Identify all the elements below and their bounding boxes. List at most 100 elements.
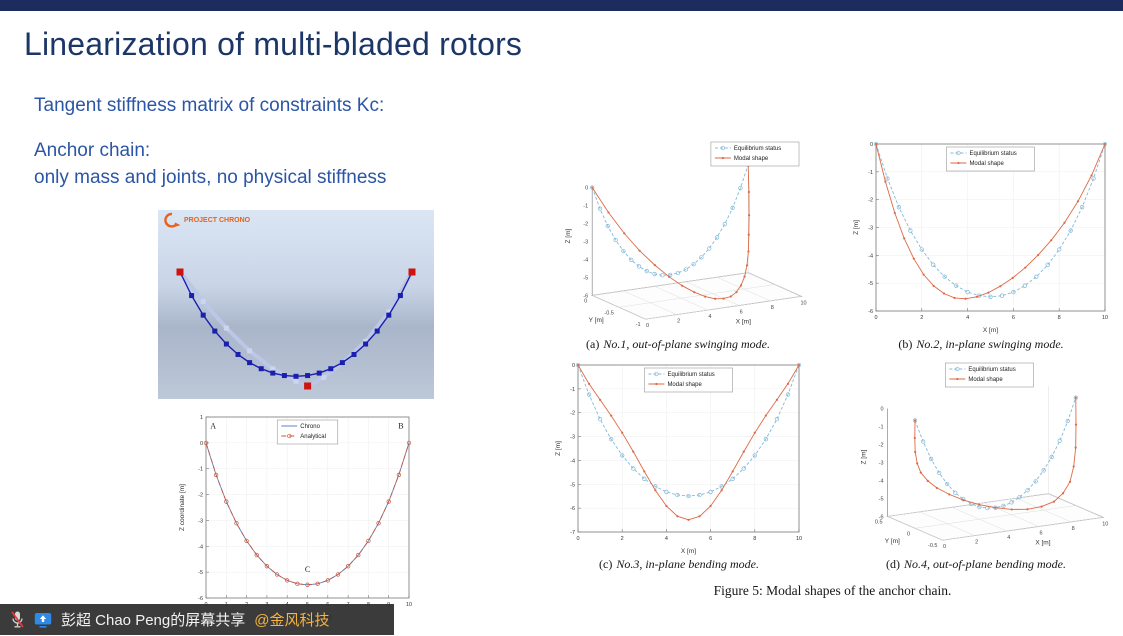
svg-text:6: 6	[709, 536, 712, 542]
page-title: Linearization of multi-bladed rotors	[24, 26, 523, 62]
svg-text:Z [m]: Z [m]	[555, 441, 562, 456]
subfig-label-b: (b)	[898, 337, 913, 351]
share-bar-text: 彭超 Chao Peng的屏幕共享	[61, 612, 246, 629]
svg-text:2: 2	[975, 540, 978, 546]
svg-text:-2: -2	[868, 198, 873, 204]
svg-text:-2: -2	[198, 493, 203, 499]
subfig-text-a: No.1, out-of-plane swinging mode.	[603, 337, 770, 351]
chrono-logo: PROJECT CHRONO	[164, 212, 251, 228]
svg-text:-4: -4	[198, 544, 203, 550]
svg-text:Y [m]: Y [m]	[589, 317, 604, 324]
screen-share-icon	[34, 612, 52, 628]
svg-text:10: 10	[800, 300, 806, 306]
svg-text:Equilibrium status: Equilibrium status	[667, 372, 714, 378]
svg-text:10: 10	[796, 536, 802, 542]
mic-muted-icon	[11, 611, 24, 628]
slide-body-text: Anchor chain: only mass and joints, no p…	[34, 137, 386, 191]
svg-text:4: 4	[708, 314, 711, 320]
svg-text:0: 0	[584, 298, 587, 304]
modal-chart-c: 0 2 4 6 8 10 0 -1 -2 -3 -4 -5 -6 -7 X [m] Z [m] Equilibr…	[552, 358, 806, 556]
chrono-swirl-icon	[164, 212, 178, 228]
svg-text:0: 0	[576, 536, 579, 542]
svg-text:-2: -2	[583, 221, 588, 227]
svg-text:-1: -1	[198, 467, 203, 473]
svg-text:-5: -5	[879, 496, 884, 502]
subfig-text-d: No.4, out-of-plane bending mode.	[904, 557, 1066, 571]
svg-text:2: 2	[621, 536, 624, 542]
validation-chart: 01234567891010-1-2-3-4-5-6X coordinate […	[176, 410, 416, 622]
modal-chart-b: 0 2 4 6 8 10 0 -1 -2 -3 -4 -5 -6 X [m] Z [m] Equilibriu…	[850, 137, 1112, 335]
svg-text:X [m]: X [m]	[681, 548, 696, 555]
svg-text:2: 2	[677, 319, 680, 325]
svg-text:Y [m]: Y [m]	[885, 538, 900, 545]
svg-text:-6: -6	[879, 514, 884, 520]
svg-text:Z [m]: Z [m]	[861, 449, 868, 464]
svg-text:8: 8	[1058, 315, 1061, 321]
subfig-caption-b: (b) No.2, in-plane swinging mode.	[850, 337, 1112, 352]
svg-text:0: 0	[870, 142, 873, 148]
svg-text:-3: -3	[583, 239, 588, 245]
svg-text:4: 4	[665, 536, 668, 542]
svg-text:0.5: 0.5	[875, 519, 883, 525]
svg-text:0: 0	[572, 363, 575, 369]
modal-chart-a: 0 2 4 6 8 10 0 -0.5 -1 0 -1 -2 -3 -4 -5 -6 X [m] Y [m] Z […	[548, 137, 808, 335]
slide-subtitle: Tangent stiffness matrix of constraints …	[34, 95, 385, 116]
svg-text:Modal shape: Modal shape	[969, 161, 1004, 167]
svg-text:-3: -3	[879, 460, 884, 466]
svg-text:-1: -1	[868, 170, 873, 176]
svg-text:10: 10	[1102, 315, 1108, 321]
screen-share-bar[interactable]: 彭超 Chao Peng的屏幕共享 @金风科技	[0, 604, 394, 635]
svg-text:-1: -1	[570, 387, 575, 393]
body-line-2: only mass and joints, no physical stiffn…	[34, 167, 387, 188]
subfig-text-b: No.2, in-plane swinging mode.	[916, 337, 1064, 351]
subfig-caption-c: (c) No.3, in-plane bending mode.	[552, 557, 806, 572]
svg-text:Analytical: Analytical	[300, 434, 326, 440]
svg-text:6: 6	[1012, 315, 1015, 321]
svg-text:X [m]: X [m]	[736, 319, 751, 326]
svg-text:-0.5: -0.5	[928, 543, 937, 549]
svg-text:0: 0	[646, 323, 649, 329]
svg-text:4: 4	[966, 315, 969, 321]
svg-text:Equilibrium status: Equilibrium status	[969, 151, 1016, 157]
subfig-label-a: (a)	[586, 337, 600, 351]
svg-text:10: 10	[1102, 521, 1108, 527]
svg-text:-3: -3	[198, 518, 203, 524]
svg-text:-3: -3	[570, 435, 575, 441]
subfig-label-c: (c)	[599, 557, 613, 571]
svg-text:8: 8	[1072, 526, 1075, 532]
svg-text:6: 6	[1039, 530, 1042, 536]
svg-text:0: 0	[907, 531, 910, 537]
svg-text:10: 10	[406, 602, 412, 608]
svg-text:0: 0	[874, 315, 877, 321]
svg-text:Z coordinate [m]: Z coordinate [m]	[179, 484, 186, 531]
figure-caption: Figure 5: Modal shapes of the anchor cha…	[713, 583, 952, 598]
svg-text:-1: -1	[636, 322, 641, 328]
svg-text:-5: -5	[868, 281, 873, 287]
svg-text:C: C	[305, 565, 310, 574]
subfig-label-d: (d)	[886, 557, 900, 571]
sim-image: PROJECT CHRONO	[158, 210, 434, 399]
svg-text:B: B	[398, 422, 403, 431]
subfig-text-c: No.3, in-plane bending mode.	[616, 557, 759, 571]
chrono-swirl-arrow	[174, 222, 181, 228]
share-bar-mention[interactable]: @金风科技	[254, 612, 330, 629]
svg-text:Z [m]: Z [m]	[853, 220, 860, 235]
slide-top-bar	[0, 0, 1123, 11]
svg-text:0: 0	[200, 441, 203, 447]
subfig-caption-d: (d) No.4, out-of-plane bending mode.	[842, 557, 1110, 572]
svg-text:-6: -6	[570, 506, 575, 512]
svg-text:-1: -1	[879, 424, 884, 430]
svg-text:0: 0	[880, 406, 883, 412]
svg-text:-5: -5	[583, 275, 588, 281]
svg-text:-6: -6	[868, 309, 873, 315]
svg-text:A: A	[210, 422, 216, 431]
svg-text:4: 4	[1007, 535, 1010, 541]
svg-text:-2: -2	[570, 411, 575, 417]
subfig-caption-a: (a) No.1, out-of-plane swinging mode.	[548, 337, 808, 352]
svg-text:-1: -1	[583, 203, 588, 209]
svg-text:1: 1	[200, 415, 203, 421]
svg-text:Modal shape: Modal shape	[968, 377, 1003, 383]
svg-text:0: 0	[943, 544, 946, 550]
svg-text:8: 8	[771, 305, 774, 311]
